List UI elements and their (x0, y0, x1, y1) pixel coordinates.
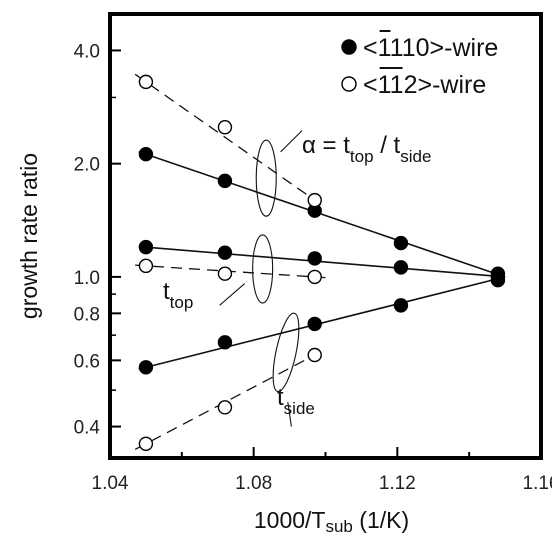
y-tick-label: 0.4 (74, 418, 101, 439)
y-tick-label: 2.0 (74, 155, 100, 176)
x-tick-label: 1.16 (523, 473, 552, 494)
annotation-ellipse (272, 312, 300, 393)
y-tick-label: 0.8 (74, 304, 100, 325)
data-point-open (138, 258, 154, 274)
data-point-open (138, 436, 154, 451)
axis-labels: 1000/Tsub (1/K) growth rate ratio (16, 153, 409, 536)
y-tick-label: 0.6 (74, 351, 100, 372)
annotation-ellipse (252, 234, 274, 304)
data-point-filled (393, 235, 409, 251)
annotation-ellipses (252, 139, 300, 393)
data-point-open (217, 400, 233, 415)
data-point-filled (393, 298, 409, 313)
data-point-filled (217, 245, 233, 260)
series-line-solid (138, 150, 506, 278)
x-tick-label: 1.12 (379, 473, 416, 494)
legend-marker-filled (341, 39, 357, 55)
data-point-filled (138, 360, 154, 375)
legend-marker-open (341, 76, 357, 92)
series-markers (138, 74, 506, 451)
legend: <1110>-wire <112>-wire (341, 30, 498, 99)
data-point-open (307, 347, 322, 363)
data-point-open (217, 120, 233, 135)
data-point-filled (217, 173, 233, 189)
data-point-filled (217, 335, 233, 350)
data-point-filled (490, 273, 506, 288)
x-tick-label: 1.04 (92, 473, 129, 494)
annotation-ellipse (255, 139, 277, 217)
data-point-filled (307, 251, 322, 266)
legend-label: <1110>-wire (363, 34, 498, 62)
data-point-filled (307, 316, 322, 332)
annotation-t-side: tside (277, 384, 315, 418)
data-point-filled (138, 146, 154, 162)
y-tick-label: 4.0 (74, 41, 100, 62)
data-point-open (217, 266, 233, 281)
t-side-pointer (287, 401, 292, 427)
annotation-pointers (219, 130, 303, 427)
annotation-alpha: α = ttop / tside (302, 132, 431, 166)
y-tick-label: 1.0 (74, 268, 100, 289)
t-top-pointer (219, 283, 246, 306)
series-line-solid (138, 245, 506, 278)
data-point-open (307, 269, 322, 285)
alpha-pointer (280, 130, 303, 153)
data-point-filled (138, 239, 154, 255)
data-point-open (307, 192, 322, 208)
series-line-dashed (134, 73, 326, 209)
y-axis-label: growth rate ratio (16, 153, 42, 319)
legend-label: <112>-wire (363, 71, 486, 99)
axis-ticks: 1.04 1.08 1.12 1.16 0.4 0.6 0.8 1.0 2.0 4.0 (74, 41, 552, 494)
data-point-open (138, 74, 154, 90)
x-tick-label: 1.08 (235, 473, 272, 494)
annotation-t-top: ttop (163, 278, 193, 312)
data-point-filled (393, 260, 409, 275)
series-line-solid (138, 276, 506, 370)
x-axis-label: 1000/Tsub (1/K) (254, 507, 409, 536)
annotations: α = ttop / tside ttop tside (163, 132, 431, 418)
